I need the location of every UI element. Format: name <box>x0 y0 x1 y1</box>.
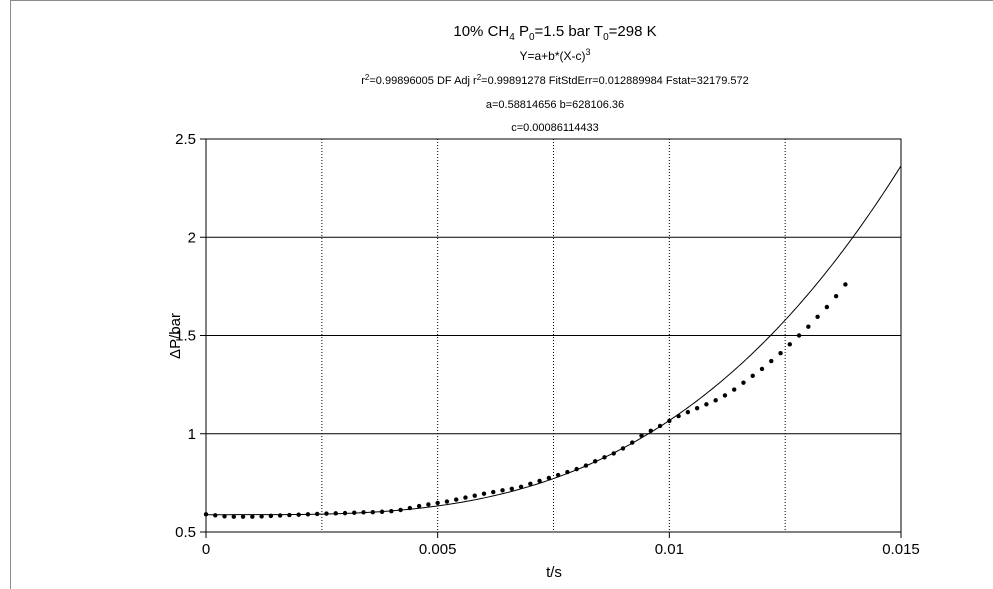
fit-stats: r2=0.99896005 DF Adj r2=0.99891278 FitSt… <box>361 73 748 87</box>
stats-part1: r <box>361 75 365 87</box>
axes: 0 0.005 0.01 0.015 0.5 1 1.5 2 2.5 <box>175 131 920 558</box>
data-point <box>472 493 477 498</box>
data-point <box>213 513 218 518</box>
y-tick-label: 2 <box>188 229 196 246</box>
fit-curve <box>205 165 902 516</box>
data-point <box>435 500 440 506</box>
stats-sup1: 2 <box>365 73 370 82</box>
chart-frame <box>10 0 993 589</box>
title-part-p: P <box>515 23 529 40</box>
data-point <box>787 342 792 347</box>
data-point <box>240 514 246 519</box>
stats-part2: =0.99896005 DF Adj r <box>369 75 477 87</box>
data-point <box>426 502 431 507</box>
x-tick-label: 0.005 <box>419 541 457 558</box>
y-tick-label: 1.5 <box>175 328 196 345</box>
data-point <box>732 387 737 392</box>
data-point <box>528 481 533 487</box>
data-point <box>463 495 468 500</box>
data-point <box>824 304 830 310</box>
data-point <box>500 488 505 493</box>
equation-text: Y=a+b*(X-c) <box>519 49 585 63</box>
data-point <box>759 366 765 372</box>
grid <box>206 139 901 532</box>
title-part-main: 10% CH <box>453 23 509 40</box>
data-point <box>741 380 746 385</box>
data-series <box>203 282 848 519</box>
data-point <box>546 475 552 481</box>
data-point <box>713 398 718 403</box>
y-axis-label: ΔP/bar <box>167 313 184 359</box>
data-point <box>481 491 487 496</box>
data-point <box>491 489 496 495</box>
data-point <box>416 503 422 509</box>
stats-part3: =0.99891278 FitStdErr=0.012889984 Fstat=… <box>481 75 749 87</box>
title-sub-0b: 0 <box>603 32 609 43</box>
title-sub-4: 4 <box>509 32 515 43</box>
data-point <box>509 486 514 491</box>
data-point <box>287 512 292 518</box>
x-tick-label: 0 <box>202 541 210 558</box>
fit-params-2: c=0.00086114433 <box>511 122 599 134</box>
x-tick-label: 0.01 <box>655 541 684 558</box>
data-point <box>843 282 848 287</box>
data-point <box>231 514 236 519</box>
data-point <box>769 358 774 364</box>
data-point <box>259 514 264 519</box>
x-axis-label: t/s <box>546 564 562 581</box>
equation-label: Y=a+b*(X-c)3 <box>519 47 590 63</box>
y-tick-label: 0.5 <box>175 524 196 541</box>
data-point <box>537 478 542 484</box>
data-point <box>518 484 524 490</box>
stats-sup2: 2 <box>477 73 482 82</box>
x-tick-label: 0.015 <box>882 541 920 558</box>
y-tick-label: 2.5 <box>175 131 196 148</box>
data-point <box>444 499 450 504</box>
data-point <box>324 511 329 516</box>
data-point <box>806 324 811 329</box>
data-point <box>750 373 755 378</box>
data-point <box>685 409 691 415</box>
y-tick-label: 1 <box>188 426 196 443</box>
data-point <box>833 294 839 299</box>
data-point <box>796 333 802 338</box>
data-point <box>277 513 283 518</box>
chart-title: 10% CH4 P0=1.5 bar T0=298 K <box>453 23 656 43</box>
data-point <box>722 393 728 398</box>
data-point <box>704 402 709 407</box>
title-sub-0a: 0 <box>529 32 535 43</box>
data-point <box>815 314 820 320</box>
fit-params-1: a=0.58814656 b=628106.36 <box>486 99 624 111</box>
data-point <box>694 406 700 411</box>
data-point <box>454 497 459 502</box>
data-point <box>778 350 783 356</box>
data-point <box>250 514 255 519</box>
equation-sup: 3 <box>586 47 591 57</box>
title-part-bar: =1.5 bar T <box>535 23 604 40</box>
title-part-k: =298 K <box>609 23 657 40</box>
